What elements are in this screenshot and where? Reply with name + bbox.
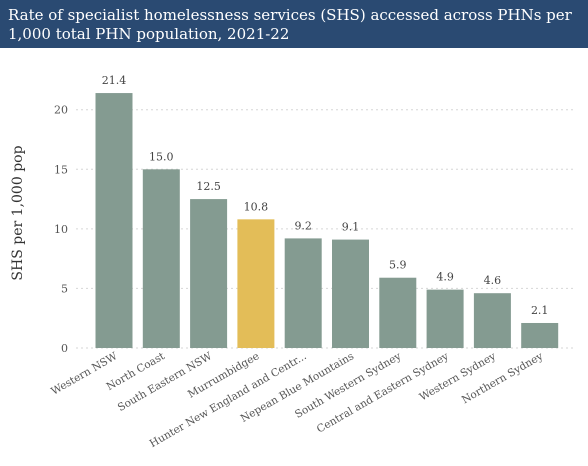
bar: [521, 322, 559, 348]
category-label: Northern Sydney: [460, 350, 545, 406]
bar-value-label: 9.2: [294, 219, 312, 232]
chart-title-bar: Rate of specialist homelessness services…: [0, 0, 588, 48]
y-axis-label: SHS per 1,000 pop: [10, 145, 26, 280]
y-tick-label: 0: [61, 342, 68, 355]
y-tick-label: 10: [54, 223, 68, 236]
bar: [95, 93, 133, 348]
y-tick-label: 5: [61, 282, 68, 295]
bar-value-label: 9.1: [342, 221, 360, 234]
bar: [473, 293, 511, 348]
bar-value-label: 21.4: [102, 74, 127, 87]
bar: [190, 199, 228, 348]
y-tick-label: 20: [54, 104, 68, 117]
bar: [284, 238, 322, 348]
bar: [379, 277, 417, 348]
bar-value-label: 12.5: [196, 180, 221, 193]
bar-value-label: 4.9: [436, 271, 454, 284]
bar-value-label: 10.8: [244, 200, 269, 213]
bar-value-label: 15.0: [149, 150, 174, 163]
bar-value-label: 4.6: [484, 274, 502, 287]
value-labels: 21.4 15.0 12.5 10.8 9.2 9.1 5.9 4.9 4.6 2.1: [102, 74, 549, 317]
bar: [332, 239, 369, 348]
bar: [142, 169, 180, 348]
y-tick-label: 15: [54, 163, 68, 176]
bar-value-label: 2.1: [531, 304, 549, 317]
bar: [426, 289, 464, 348]
bar: [237, 219, 275, 348]
bar-value-label: 5.9: [389, 259, 407, 272]
bars: [95, 93, 559, 348]
chart-title: Rate of specialist homelessness services…: [8, 6, 572, 43]
y-axis-ticks: 0 5 10 15 20: [54, 104, 68, 355]
